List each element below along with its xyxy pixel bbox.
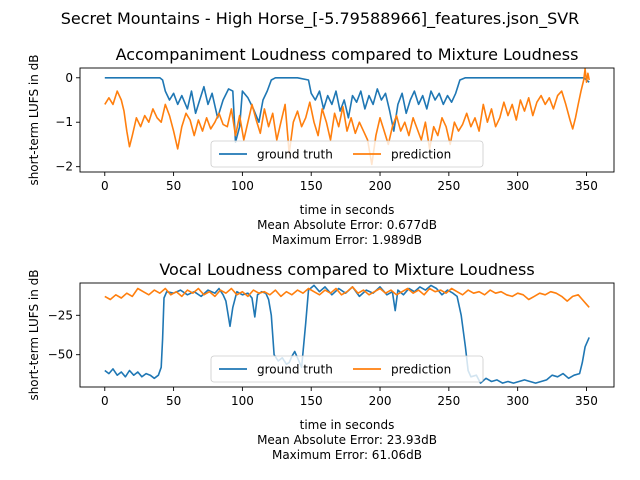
x-tick-label: 50 <box>166 394 181 408</box>
x-axis-label: time in seconds <box>300 203 395 217</box>
x-tick-label: 50 <box>166 179 181 193</box>
y-axis-label: short-term LUFS in dB <box>27 269 41 400</box>
axes-frame <box>79 282 615 388</box>
legend-label: ground truth <box>257 148 333 162</box>
legend-box <box>210 140 484 168</box>
accompaniment-panel: Accompaniment Loudness compared to Mixtu… <box>27 45 615 247</box>
vocal-panel: Vocal Loudness compared to Mixture Loudn… <box>27 260 615 462</box>
mean-absolute-error-text: Mean Absolute Error: 23.93dB <box>257 433 437 447</box>
maximum-error-text: Maximum Error: 61.06dB <box>272 448 422 462</box>
legend-label: prediction <box>391 363 451 377</box>
x-tick-label: 150 <box>300 179 323 193</box>
series-line-ground-truth <box>104 77 590 143</box>
x-tick-label: 300 <box>506 394 529 408</box>
y-tick-label: −1 <box>55 115 73 129</box>
x-tick-label: 0 <box>101 394 109 408</box>
legend: ground truth prediction <box>210 355 484 383</box>
figure-suptitle: Secret Mountains - High Horse_[-5.795889… <box>61 9 580 29</box>
mean-absolute-error-text: Mean Absolute Error: 0.677dB <box>257 218 437 232</box>
maximum-error-text: Maximum Error: 1.989dB <box>272 233 422 247</box>
x-axis-label: time in seconds <box>300 418 395 432</box>
axes-title: Accompaniment Loudness compared to Mixtu… <box>116 45 579 64</box>
series-line-prediction <box>104 286 590 308</box>
y-tick-label: −25 <box>48 308 73 322</box>
x-tick-label: 0 <box>101 179 109 193</box>
x-tick-label: 200 <box>369 394 392 408</box>
legend: ground truth prediction <box>210 140 484 168</box>
x-tick-label: 150 <box>300 394 323 408</box>
x-tick-label: 350 <box>575 394 598 408</box>
legend-label: prediction <box>391 148 451 162</box>
series-line-prediction <box>104 68 590 166</box>
axes-title: Vocal Loudness compared to Mixture Loudn… <box>159 260 534 279</box>
x-tick-label: 100 <box>231 179 254 193</box>
y-tick-label: 0 <box>65 71 73 85</box>
x-tick-label: 250 <box>437 179 460 193</box>
x-tick-label: 250 <box>437 394 460 408</box>
x-tick-label: 300 <box>506 179 529 193</box>
axes-frame <box>79 67 615 173</box>
y-axis-label: short-term LUFS in dB <box>27 54 41 185</box>
y-tick-label: −50 <box>48 348 73 362</box>
y-tick-label: −2 <box>55 160 73 174</box>
legend-box <box>210 355 484 383</box>
x-tick-label: 100 <box>231 394 254 408</box>
x-tick-label: 350 <box>575 179 598 193</box>
legend-label: ground truth <box>257 363 333 377</box>
x-tick-label: 200 <box>369 179 392 193</box>
